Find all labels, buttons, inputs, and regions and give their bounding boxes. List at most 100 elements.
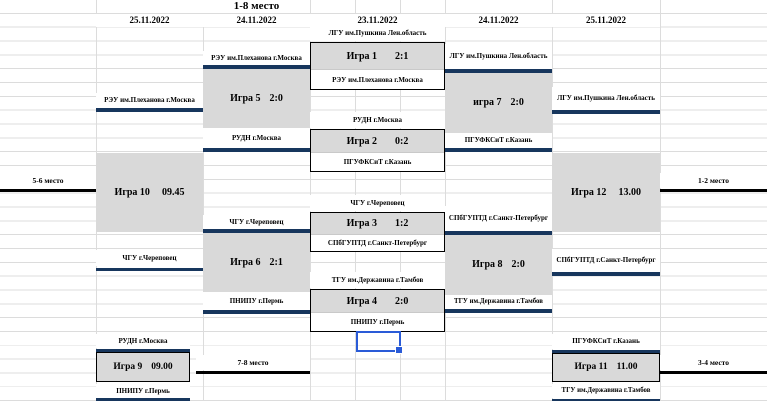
bracket-line-navy <box>96 108 203 112</box>
game-6-result: 2:1 <box>269 256 283 268</box>
fill-handle[interactable] <box>394 345 403 354</box>
game-4-result: 2:0 <box>395 295 409 307</box>
game-12-name: Игра 12 <box>571 187 607 198</box>
bracket-line-navy <box>445 309 552 313</box>
game-2-result: 0:2 <box>395 135 409 147</box>
team-label-lgu-semi[interactable]: ЛГУ им.Пушкина Лен.область <box>445 44 552 69</box>
game-3-score-row: Игра 3 1:2 <box>311 213 444 235</box>
game-3-name: Игра 3 <box>346 218 378 229</box>
game-7-result: 2:0 <box>510 97 524 109</box>
gridline-vertical <box>445 0 446 401</box>
game-10-box[interactable]: Игра 10 09.45 <box>96 153 203 232</box>
bracket-line-black <box>660 370 767 374</box>
game-10-name: Игра 10 <box>114 187 150 198</box>
bracket-line-black <box>196 370 310 374</box>
bracket-line-navy <box>552 110 660 114</box>
team-label-spb-semi[interactable]: СПбГУПТД г.Санкт-Петербург <box>445 206 552 231</box>
team-label-reu-left[interactable]: РЭУ им.Плеханова г.Москва <box>96 93 203 108</box>
team-label-tgu-semi[interactable]: ТГУ им.Державина г.Тамбов <box>445 294 552 309</box>
bracket-line-black <box>0 188 96 192</box>
gridline-vertical <box>660 0 661 401</box>
selected-cell[interactable] <box>355 331 403 354</box>
game-9-result: 09.00 <box>151 361 173 372</box>
game-8-result: 2:0 <box>511 259 525 270</box>
game-1-box[interactable]: Игра 1 2:1 РЭУ им.Плеханова г.Москва <box>310 42 445 90</box>
gridline-vertical <box>203 0 204 401</box>
game-10-result: 09.45 <box>161 187 185 198</box>
date-header-2[interactable]: 24.11.2022 <box>203 13 310 27</box>
bracket-line-navy <box>203 310 310 314</box>
team-label-chgu-semi[interactable]: ЧГУ г.Череповец <box>203 215 310 229</box>
bracket-line-navy <box>445 148 552 152</box>
date-header-4[interactable]: 24.11.2022 <box>445 13 552 27</box>
game-12-box[interactable]: Игра 12 13.00 <box>552 153 660 232</box>
bracket-line-navy <box>552 349 660 353</box>
game-5-result: 2:0 <box>269 92 283 104</box>
team-label-kazan-bottom-right[interactable]: ПГУФКСиТ г.Казань <box>552 334 660 349</box>
team-label-rudn-game2[interactable]: РУДН г.Москва <box>310 112 445 128</box>
game-11-box[interactable]: Игра 11 11.00 <box>552 352 660 382</box>
bracket-line-navy <box>445 231 552 235</box>
game-9-box[interactable]: Игра 9 09.00 <box>96 351 190 382</box>
team-label-reu-game1: РЭУ им.Плеханова г.Москва <box>311 70 444 89</box>
game-2-name: Игра 2 <box>346 135 378 147</box>
place-label-7-8[interactable]: 7-8 место <box>196 355 310 370</box>
game-3-result: 1:2 <box>395 218 409 229</box>
game-7-box[interactable]: игра 7 2:0 <box>445 73 552 133</box>
bracket-line-navy <box>445 69 552 73</box>
date-header-3[interactable]: 23.11.2022 <box>310 13 445 27</box>
team-label-chgu-game3[interactable]: ЧГУ г.Череповец <box>310 195 445 211</box>
game-3-box[interactable]: Игра 3 1:2 СПбГУПТД г.Санкт-Петербург <box>310 212 445 252</box>
game-6-box[interactable]: Игра 6 2:1 <box>203 232 310 292</box>
team-label-spb-game3: СПбГУПТД г.Санкт-Петербург <box>311 235 444 251</box>
bracket-line-navy <box>203 229 310 233</box>
team-label-chgu-left[interactable]: ЧГУ г.Череповец <box>96 250 203 266</box>
bracket-line-navy <box>203 148 310 152</box>
game-11-result: 11.00 <box>616 362 638 372</box>
place-label-3-4[interactable]: 3-4 место <box>660 355 767 370</box>
team-label-lgu-final[interactable]: ЛГУ им.Пушкина Лен.область <box>552 87 660 110</box>
bracket-line-navy <box>552 398 660 401</box>
game-9-name: Игра 9 <box>113 361 143 372</box>
game-1-score-row: Игра 1 2:1 <box>311 43 444 70</box>
team-label-reu-semi[interactable]: РЭУ им.Плеханова г.Москва <box>203 51 310 65</box>
date-header-5[interactable]: 25.11.2022 <box>552 13 660 27</box>
game-2-score-row: Игра 2 0:2 <box>311 130 444 153</box>
game-5-name: Игра 5 <box>230 92 261 104</box>
game-4-name: Игра 4 <box>346 295 378 307</box>
bracket-title: 1-8 место <box>203 0 310 13</box>
game-7-name: игра 7 <box>473 97 502 109</box>
bracket-line-navy <box>96 267 203 271</box>
game-11-name: Игра 11 <box>574 362 608 372</box>
bracket-line-navy <box>203 65 310 69</box>
game-4-box[interactable]: Игра 4 2:0 ПНИПУ г.Пермь <box>310 289 445 332</box>
game-2-box[interactable]: Игра 2 0:2 ПГУФКСиТ г.Казань <box>310 129 445 172</box>
team-label-pnipu-semi[interactable]: ПНИПУ г.Пермь <box>203 292 310 310</box>
game-12-result: 13.00 <box>618 187 641 198</box>
bracket-line-navy <box>96 398 190 401</box>
team-label-tgu-bottom-right[interactable]: ТГУ им.Державина г.Тамбов <box>552 384 660 398</box>
date-header-1[interactable]: 25.11.2022 <box>96 13 203 27</box>
team-label-kazan-semi[interactable]: ПГУФКСиТ г.Казань <box>445 132 552 148</box>
game-8-box[interactable]: Игра 8 2:0 <box>445 234 552 295</box>
team-label-lgu-game1[interactable]: ЛГУ им.Пушкина Лен.область <box>310 26 445 41</box>
game-6-name: Игра 6 <box>230 256 261 268</box>
game-1-name: Игра 1 <box>346 50 378 62</box>
team-label-kazan-game2: ПГУФКСиТ г.Казань <box>311 153 444 171</box>
game-8-name: Игра 8 <box>472 259 503 270</box>
place-label-5-6[interactable]: 5-6 место <box>0 173 96 188</box>
bracket-line-black <box>660 188 767 192</box>
game-4-score-row: Игра 4 2:0 <box>311 290 444 313</box>
place-label-1-2[interactable]: 1-2 место <box>660 173 767 188</box>
game-1-result: 2:1 <box>395 50 409 62</box>
team-label-pnipu-bottom-left[interactable]: ПНИПУ г.Пермь <box>96 384 190 398</box>
game-5-box[interactable]: Игра 5 2:0 <box>203 68 310 128</box>
team-label-spb-final[interactable]: СПбГУПТД г.Санкт-Петербург <box>552 249 660 272</box>
team-label-rudn-semi[interactable]: РУДН г.Москва <box>203 128 310 148</box>
team-label-rudn-bottom-left[interactable]: РУДН г.Москва <box>96 334 190 348</box>
team-label-tgu-game4[interactable]: ТГУ им.Державина г.Тамбов <box>310 272 445 288</box>
bracket-line-navy <box>552 272 660 276</box>
bracket-line-navy <box>96 348 190 352</box>
team-label-pnipu-game4: ПНИПУ г.Пермь <box>311 313 444 331</box>
